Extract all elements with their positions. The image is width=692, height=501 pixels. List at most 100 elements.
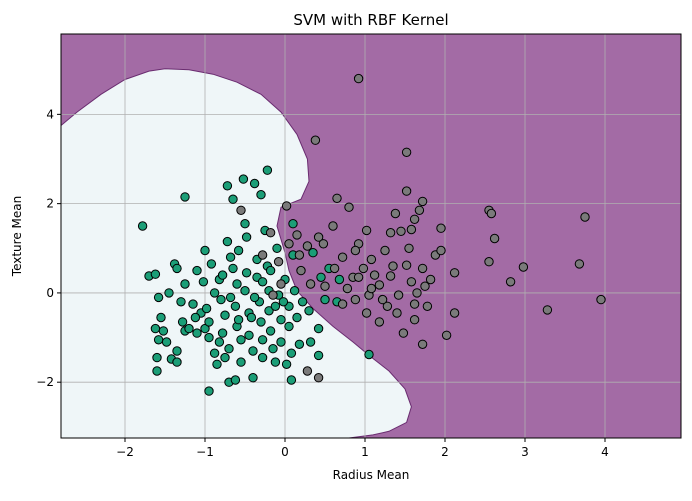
data-point-class-0: [289, 286, 300, 296]
data-point-class-1: [313, 232, 324, 242]
data-point-class-0: [236, 335, 246, 345]
data-point-class-0: [209, 288, 220, 298]
data-point-class-1: [337, 299, 348, 309]
data-point-class-1: [409, 315, 420, 325]
data-point-class-0: [320, 294, 330, 305]
data-point-class-0: [294, 339, 305, 349]
data-point-class-0: [276, 315, 286, 325]
data-point-class-0: [214, 337, 225, 347]
data-point-class-0: [313, 323, 324, 334]
data-point-class-1: [236, 205, 246, 216]
data-point-class-1: [374, 317, 385, 327]
data-point-class-1: [401, 147, 412, 158]
y-tick-label: 0: [46, 286, 54, 300]
axes-frame: [60, 33, 682, 439]
data-point-class-0: [184, 323, 194, 334]
data-point-class-0: [241, 232, 252, 242]
data-point-class-0: [232, 279, 242, 289]
x-tick-label: 1: [361, 445, 369, 459]
data-point-class-0: [313, 350, 324, 361]
data-point-class-0: [225, 252, 236, 262]
data-point-class-0: [233, 315, 244, 325]
data-point-class-0: [198, 277, 209, 287]
data-point-class-0: [212, 359, 222, 369]
data-point-class-1: [425, 274, 436, 285]
data-point-class-1: [409, 299, 420, 309]
data-point-class-0: [204, 386, 214, 396]
data-point-class-0: [288, 219, 298, 229]
data-point-class-1: [406, 277, 417, 287]
data-point-class-1: [342, 283, 353, 294]
data-point-class-1: [350, 294, 361, 305]
data-point-class-1: [358, 263, 369, 274]
data-point-class-1: [337, 252, 348, 262]
data-point-class-0: [137, 221, 148, 231]
data-point-class-1: [398, 328, 409, 338]
data-point-class-0: [364, 349, 374, 360]
data-point-class-1: [257, 250, 268, 260]
data-point-class-1: [449, 268, 460, 278]
data-point-class-0: [153, 335, 164, 345]
data-point-class-1: [284, 239, 294, 249]
data-point-class-0: [236, 357, 246, 367]
data-point-class-1: [518, 262, 529, 272]
data-point-class-1: [276, 279, 286, 289]
data-point-class-1: [404, 243, 414, 254]
data-point-class-0: [265, 326, 276, 336]
data-point-class-1: [353, 272, 364, 282]
data-point-class-1: [328, 221, 338, 231]
y-tick-label: 2: [46, 197, 54, 211]
data-point-class-0: [172, 346, 182, 356]
data-point-class-0: [240, 219, 250, 229]
data-point-class-1: [401, 260, 412, 270]
data-point-class-1: [310, 135, 321, 145]
data-point-class-1: [392, 308, 402, 318]
data-point-class-0: [153, 292, 164, 303]
data-point-class-1: [505, 277, 516, 287]
data-point-class-0: [248, 373, 258, 383]
data-point-class-0: [158, 326, 169, 336]
data-point-class-0: [152, 366, 162, 376]
data-point-class-1: [366, 254, 377, 265]
data-point-class-0: [180, 279, 190, 289]
data-point-class-0: [176, 297, 186, 307]
data-point-class-0: [297, 297, 308, 307]
data-point-class-1: [436, 245, 446, 256]
data-point-class-0: [152, 352, 162, 363]
data-point-class-1: [401, 186, 412, 196]
data-point-class-1: [449, 308, 460, 318]
data-point-class-1: [385, 228, 396, 238]
data-point-class-0: [241, 268, 252, 278]
data-point-class-0: [230, 375, 241, 385]
y-axis-label: Texture Mean: [10, 196, 24, 277]
data-point-class-0: [286, 375, 297, 385]
data-point-class-0: [249, 292, 260, 303]
data-point-class-0: [172, 357, 182, 367]
data-point-class-0: [257, 352, 268, 363]
data-point-class-0: [156, 312, 166, 323]
x-tick-label: 2: [441, 445, 449, 459]
data-point-class-0: [334, 274, 345, 285]
data-point-class-1: [273, 257, 284, 267]
data-points: [137, 73, 606, 396]
x-tick-label: 4: [601, 445, 609, 459]
data-point-class-1: [580, 212, 590, 222]
data-point-class-1: [484, 257, 494, 267]
data-point-class-1: [417, 196, 428, 207]
data-point-class-1: [441, 330, 452, 340]
data-point-class-1: [385, 271, 396, 281]
data-point-class-1: [417, 263, 428, 274]
data-point-class-0: [265, 265, 276, 276]
data-point-class-1: [313, 373, 324, 383]
data-point-class-1: [374, 280, 385, 290]
data-point-class-0: [228, 263, 238, 274]
data-point-class-1: [422, 301, 433, 311]
data-point-class-1: [574, 259, 585, 269]
data-point-class-0: [230, 301, 241, 311]
data-point-class-0: [150, 323, 161, 334]
data-point-class-1: [390, 208, 401, 219]
data-point-class-0: [256, 190, 266, 200]
data-point-class-0: [264, 306, 274, 316]
x-axis-label: Radius Mean: [333, 468, 410, 482]
